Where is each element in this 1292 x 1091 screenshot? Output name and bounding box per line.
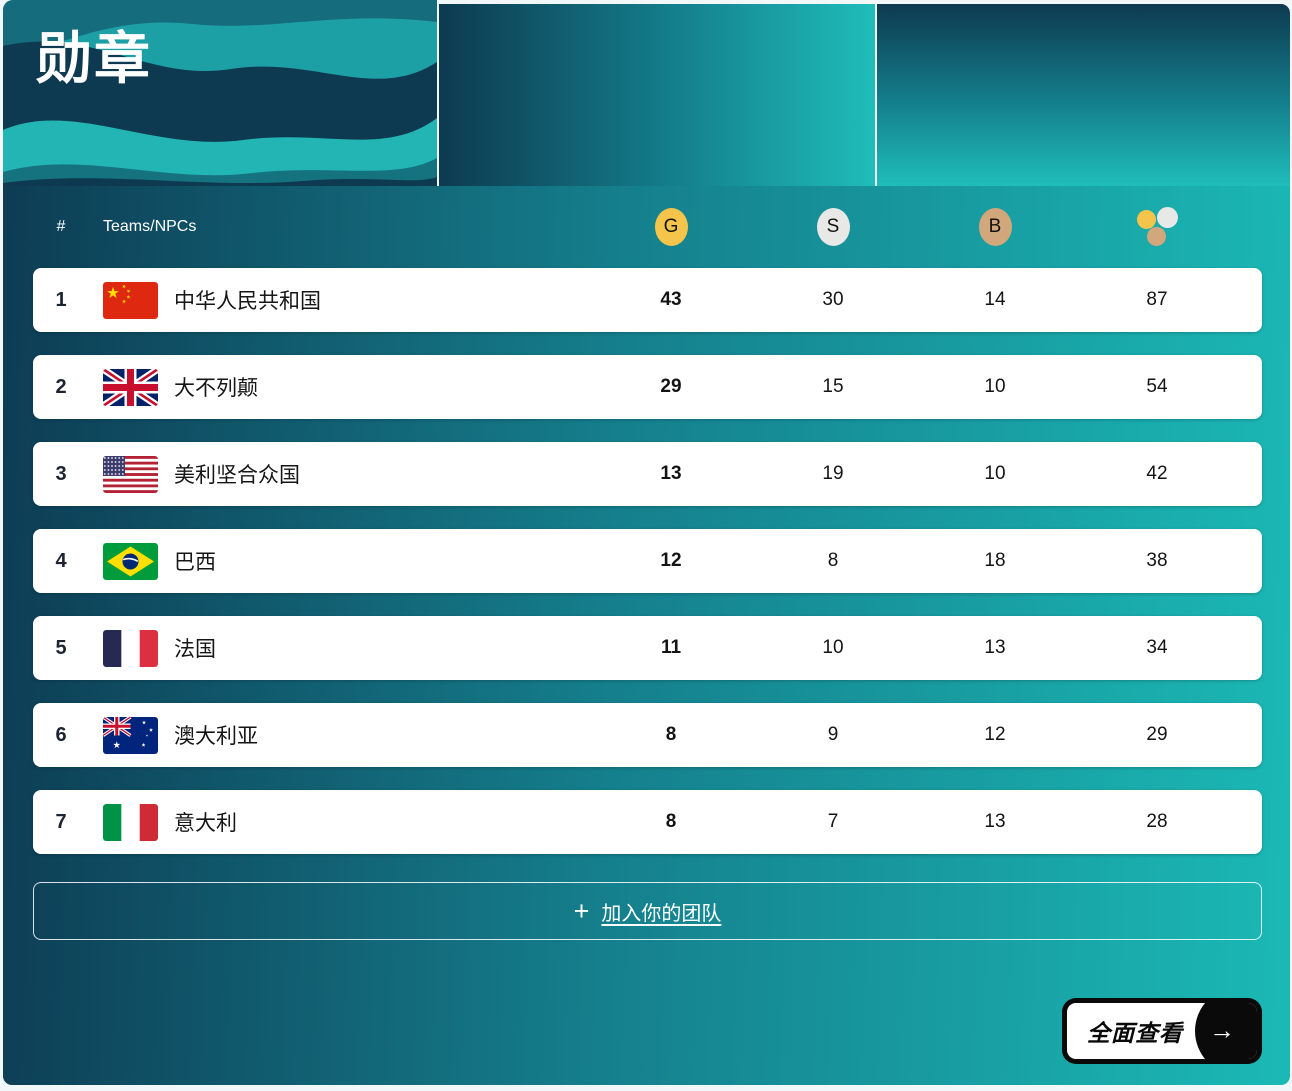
table-row[interactable]: 1 中华人民共和国: [33, 268, 1262, 332]
team-name: 法国: [174, 638, 216, 661]
silver-count: 7: [827, 811, 839, 832]
bronze-count: 10: [984, 463, 1006, 484]
rank: 5: [55, 636, 67, 659]
silver-count: 30: [822, 289, 844, 310]
team-name: 中华人民共和国: [174, 290, 321, 313]
flag-italy-icon: [103, 803, 158, 841]
silver-count: 15: [822, 376, 844, 397]
flag-great-britain-icon: [103, 368, 158, 406]
total-count: 29: [1146, 724, 1168, 745]
team-name: 巴西: [174, 551, 216, 574]
total-count: 28: [1146, 811, 1168, 832]
bronze-count: 10: [984, 376, 1006, 397]
hero-gradient-panel-right: [877, 4, 1290, 186]
gold-count: 11: [660, 637, 682, 658]
page-title: 勋章: [36, 27, 152, 90]
gold-count: 43: [660, 289, 682, 310]
bronze-count: 13: [984, 811, 1006, 832]
view-all-label: 全面查看: [1087, 1020, 1183, 1046]
table-row[interactable]: 6: [33, 703, 1262, 767]
rank-column-header: #: [56, 218, 66, 235]
silver-medal-icon: S: [816, 208, 850, 246]
rank: 3: [55, 462, 67, 485]
hero-gradient-panel-mid: [439, 4, 875, 186]
bronze-count: 13: [984, 637, 1006, 658]
flag-brazil-icon: [103, 542, 158, 580]
join-team-button[interactable]: + 加入你的团队: [33, 882, 1262, 940]
total-medals-icon: [1136, 207, 1178, 247]
team-name: 大不列颠: [174, 377, 258, 400]
gold-count: 29: [660, 376, 682, 397]
table-row[interactable]: 5 法国 11 10 13 34: [33, 616, 1262, 680]
gold-medal-icon: G: [654, 208, 688, 246]
flag-usa-icon: [103, 455, 158, 493]
team-name: 美利坚合众国: [174, 464, 300, 487]
team-name: 澳大利亚: [174, 725, 258, 748]
hero-wave-panel: 勋章: [3, 0, 437, 186]
total-count: 34: [1146, 637, 1168, 658]
rank: 1: [55, 288, 67, 311]
teams-column-header: Teams/NPCs: [103, 218, 197, 235]
flag-china-icon: [103, 281, 158, 319]
bronze-count: 14: [984, 289, 1006, 310]
view-all-button[interactable]: 全面查看 →: [1062, 998, 1262, 1064]
arrow-circle: [1195, 1003, 1257, 1059]
total-count: 42: [1146, 463, 1168, 484]
bronze-medal-icon: B: [978, 208, 1012, 246]
flag-france-icon: [103, 629, 158, 667]
table-row[interactable]: 3: [33, 442, 1262, 506]
bronze-count: 12: [984, 724, 1006, 745]
silver-count: 19: [822, 463, 844, 484]
gold-count: 8: [665, 724, 677, 745]
join-team-label: 加入你的团队: [601, 902, 722, 925]
plus-icon: +: [573, 895, 590, 926]
gold-count: 13: [660, 463, 682, 484]
gold-count: 8: [665, 811, 677, 832]
rank: 2: [55, 375, 67, 398]
arrow-right-icon: →: [1209, 1014, 1235, 1045]
rank: 4: [55, 549, 67, 572]
total-count: 87: [1146, 289, 1168, 310]
rank: 6: [55, 723, 67, 746]
table-header: # Teams/NPCs G S B: [33, 186, 1262, 268]
silver-count: 8: [827, 550, 839, 571]
silver-count: 9: [827, 724, 839, 745]
table-row[interactable]: 2 大不列颠 29 15: [33, 355, 1262, 419]
rank: 7: [55, 810, 67, 833]
table-row[interactable]: 7 意大利 8 7 13 28: [33, 790, 1262, 854]
silver-count: 10: [822, 637, 844, 658]
total-count: 38: [1146, 550, 1168, 571]
flag-australia-icon: [103, 716, 158, 754]
bronze-count: 18: [984, 550, 1006, 571]
team-name: 意大利: [174, 812, 237, 835]
wave-pattern: [3, 0, 437, 186]
medals-board: # Teams/NPCs G S B 1: [3, 186, 1290, 1085]
table-row[interactable]: 4 巴西 12 8 18 38: [33, 529, 1262, 593]
gold-count: 12: [660, 550, 682, 571]
total-count: 54: [1146, 376, 1168, 397]
